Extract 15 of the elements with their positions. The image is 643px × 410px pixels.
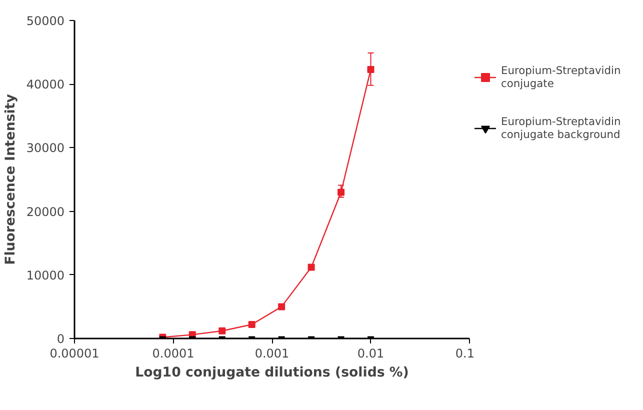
legend-label: Europium-Streptavidin conjugate	[501, 64, 621, 90]
y-tick-label: 10000	[26, 268, 65, 282]
y-tick-label: 30000	[26, 141, 65, 156]
y-tick-label: 0	[56, 332, 65, 346]
x-tick-label: 0.001	[254, 346, 290, 360]
y-tick-label: 40000	[26, 78, 65, 92]
x-axis-title: Log10 conjugate dilutions (solids %)	[135, 366, 409, 380]
y-tick-label: 50000	[26, 14, 65, 28]
x-tick-label: 0.1	[455, 346, 475, 360]
y-axis-title: Fluorescence Intensity	[3, 94, 18, 265]
y-tick-label: 20000	[26, 204, 65, 219]
x-tick-label: 0.0001	[152, 346, 194, 360]
x-tick-label: 0.01	[357, 346, 384, 360]
legend-label: Europium-Streptavidin conjugate background	[501, 115, 621, 141]
x-tick-label: 0.00001	[50, 346, 100, 360]
